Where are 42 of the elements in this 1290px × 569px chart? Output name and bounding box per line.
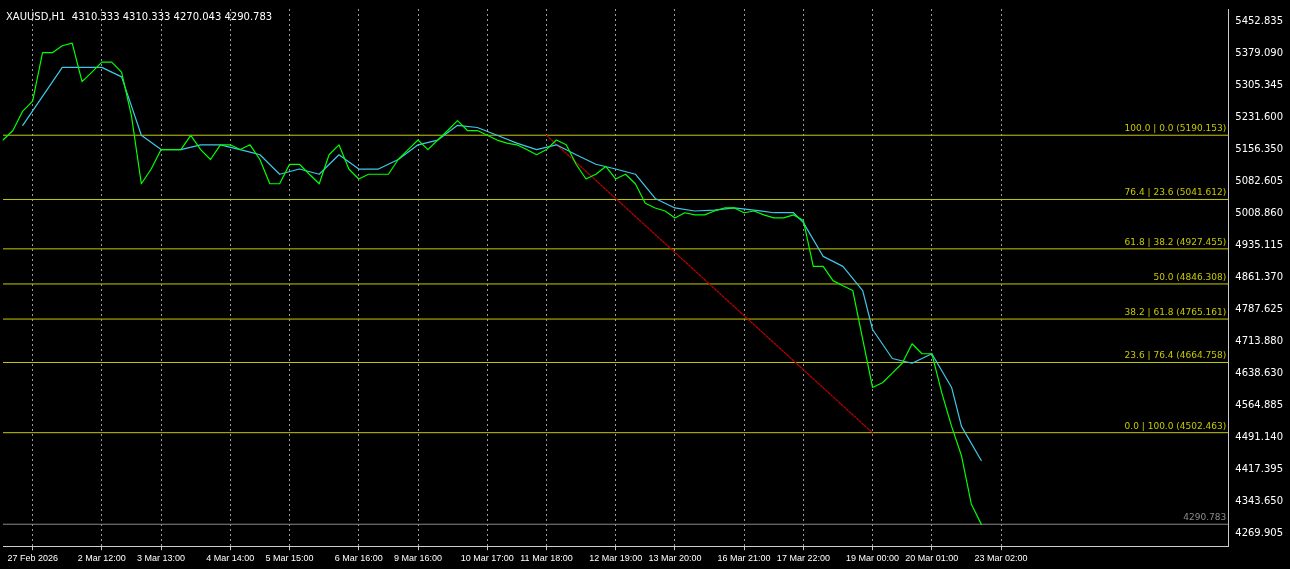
ref-line-label: 100.0 | 0.0 (5190.153) <box>1124 123 1227 134</box>
x-tick-label: 23 Mar 02:00 <box>974 553 1028 564</box>
x-tick-label: 9 Mar 16:00 <box>394 553 443 564</box>
y-tick-label: 4343.650 <box>1235 494 1283 506</box>
ref-line-label: 38.2 | 61.8 (4765.161) <box>1124 306 1227 317</box>
x-tick-label: 19 Mar 00:00 <box>846 553 900 564</box>
ref-line-label: 50.0 (4846.308) <box>1153 271 1227 282</box>
x-tick-label: 13 Mar 20:00 <box>648 553 702 564</box>
x-tick-label: 10 Mar 17:00 <box>460 553 514 564</box>
y-tick-label: 5231.600 <box>1235 110 1283 122</box>
ref-line-label: 0.0 | 100.0 (4502.463) <box>1124 420 1227 431</box>
y-tick-label: 4417.395 <box>1235 463 1283 475</box>
x-tick-label: 12 Mar 19:00 <box>589 553 643 564</box>
chart-title: XAUUSD,H1 4310.333 4310.333 4270.043 4290.783 <box>6 10 273 22</box>
x-tick-label: 4 Mar 14:00 <box>206 553 255 564</box>
ref-line-label: 61.8 | 38.2 (4927.455) <box>1124 236 1227 247</box>
ref-line-label: 23.6 | 76.4 (4664.758) <box>1124 350 1227 361</box>
y-tick-label: 5082.605 <box>1235 175 1283 187</box>
ref-line-label: 76.4 | 23.6 (5041.612) <box>1124 187 1227 198</box>
x-tick-label: 3 Mar 13:00 <box>137 553 186 564</box>
y-tick-label: 4935.115 <box>1235 239 1283 251</box>
y-tick-label: 4713.880 <box>1235 334 1283 346</box>
x-tick-label: 27 Feb 2026 <box>7 553 58 564</box>
y-tick-label: 4861.370 <box>1235 271 1283 283</box>
x-tick-label: 11 Mar 18:00 <box>520 553 573 564</box>
x-tick-label: 2 Mar 12:00 <box>77 553 126 564</box>
y-tick-label: 5379.090 <box>1235 47 1283 59</box>
y-tick-label: 4638.630 <box>1235 367 1283 379</box>
x-tick-label: 6 Mar 16:00 <box>334 553 383 564</box>
ref-line-label: 4290.783 <box>1183 512 1227 523</box>
y-tick-label: 5156.350 <box>1235 143 1283 155</box>
x-tick-label: 16 Mar 21:00 <box>717 553 771 564</box>
x-tick-label: 17 Mar 22:00 <box>776 553 830 564</box>
y-tick-label: 5452.835 <box>1235 15 1283 27</box>
x-tick-label: 5 Mar 15:00 <box>265 553 314 564</box>
x-tick-label: 20 Mar 01:00 <box>905 553 959 564</box>
y-tick-label: 4491.140 <box>1235 431 1283 443</box>
y-tick-label: 5008.860 <box>1235 207 1283 219</box>
y-tick-label: 4564.885 <box>1235 399 1283 411</box>
y-tick-label: 4269.905 <box>1235 526 1283 538</box>
y-tick-label: 5305.345 <box>1235 79 1283 90</box>
y-tick-label: 4787.625 <box>1235 302 1283 314</box>
